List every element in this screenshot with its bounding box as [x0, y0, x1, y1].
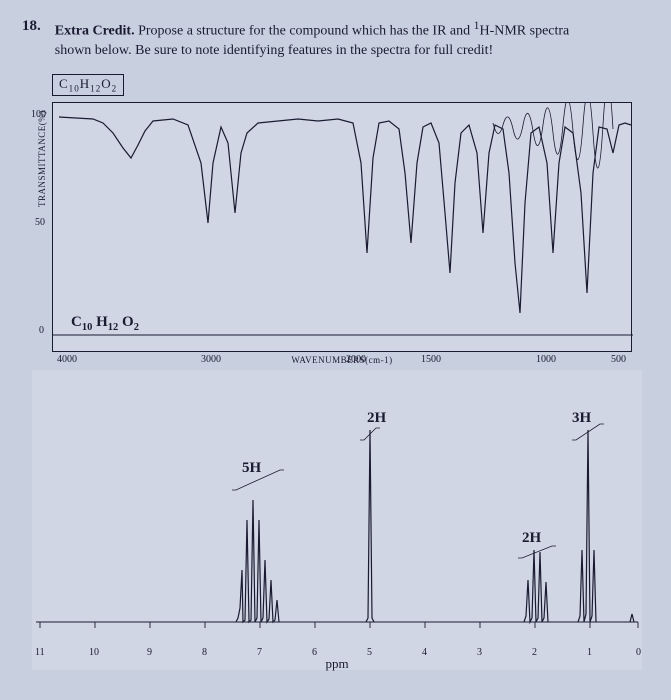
question-text: Extra Credit. Propose a structure for th… — [55, 18, 570, 60]
nmr-xtick: 7 — [257, 647, 262, 658]
nmr-xtick: 8 — [202, 647, 207, 658]
question-header: 18. Extra Credit. Propose a structure fo… — [22, 18, 641, 60]
nmr-xtick: 6 — [312, 647, 317, 658]
ir-x-label: WAVENUMBERS(cm-1) — [291, 355, 392, 365]
ir-xtick: 4000 — [57, 354, 77, 365]
formula-handwritten: C10 H12 O2 — [71, 314, 139, 333]
ir-ytick: 100 — [31, 109, 46, 120]
nmr-xtick: 2 — [532, 647, 537, 658]
nmr-integration: 3H — [572, 410, 591, 427]
nmr-spectrum: 5H 2H 2H 3H 11 10 9 8 7 6 5 4 3 2 1 0 pp… — [32, 370, 642, 670]
nmr-xtick: 9 — [147, 647, 152, 658]
ir-xtick: 1000 — [536, 354, 556, 365]
nmr-xtick: 1 — [587, 647, 592, 658]
ir-svg — [53, 103, 633, 343]
nmr-xtick: 11 — [35, 647, 45, 658]
nmr-x-label: ppm — [325, 656, 348, 672]
ir-ytick: 50 — [35, 217, 45, 228]
nmr-xtick: 10 — [89, 647, 99, 658]
ir-spectrum: TRANSMITTANCE(%) 100 50 0 C10 H12 O2 400… — [52, 102, 632, 352]
nmr-xtick: 3 — [477, 647, 482, 658]
nmr-xtick: 0 — [636, 647, 641, 658]
question-number: 18. — [22, 18, 41, 60]
nmr-integration: 2H — [367, 410, 386, 427]
nmr-integration: 2H — [522, 530, 541, 547]
ir-xtick: 3000 — [201, 354, 221, 365]
nmr-integration: 5H — [242, 460, 261, 477]
nmr-xtick: 5 — [367, 647, 372, 658]
ir-xtick: 500 — [611, 354, 626, 365]
formula-printed: C10H12O2 — [52, 74, 124, 96]
ir-ytick: 0 — [39, 325, 44, 336]
ir-xtick: 1500 — [421, 354, 441, 365]
nmr-svg — [32, 370, 642, 640]
nmr-xtick: 4 — [422, 647, 427, 658]
ir-y-label: TRANSMITTANCE(%) — [37, 110, 47, 207]
